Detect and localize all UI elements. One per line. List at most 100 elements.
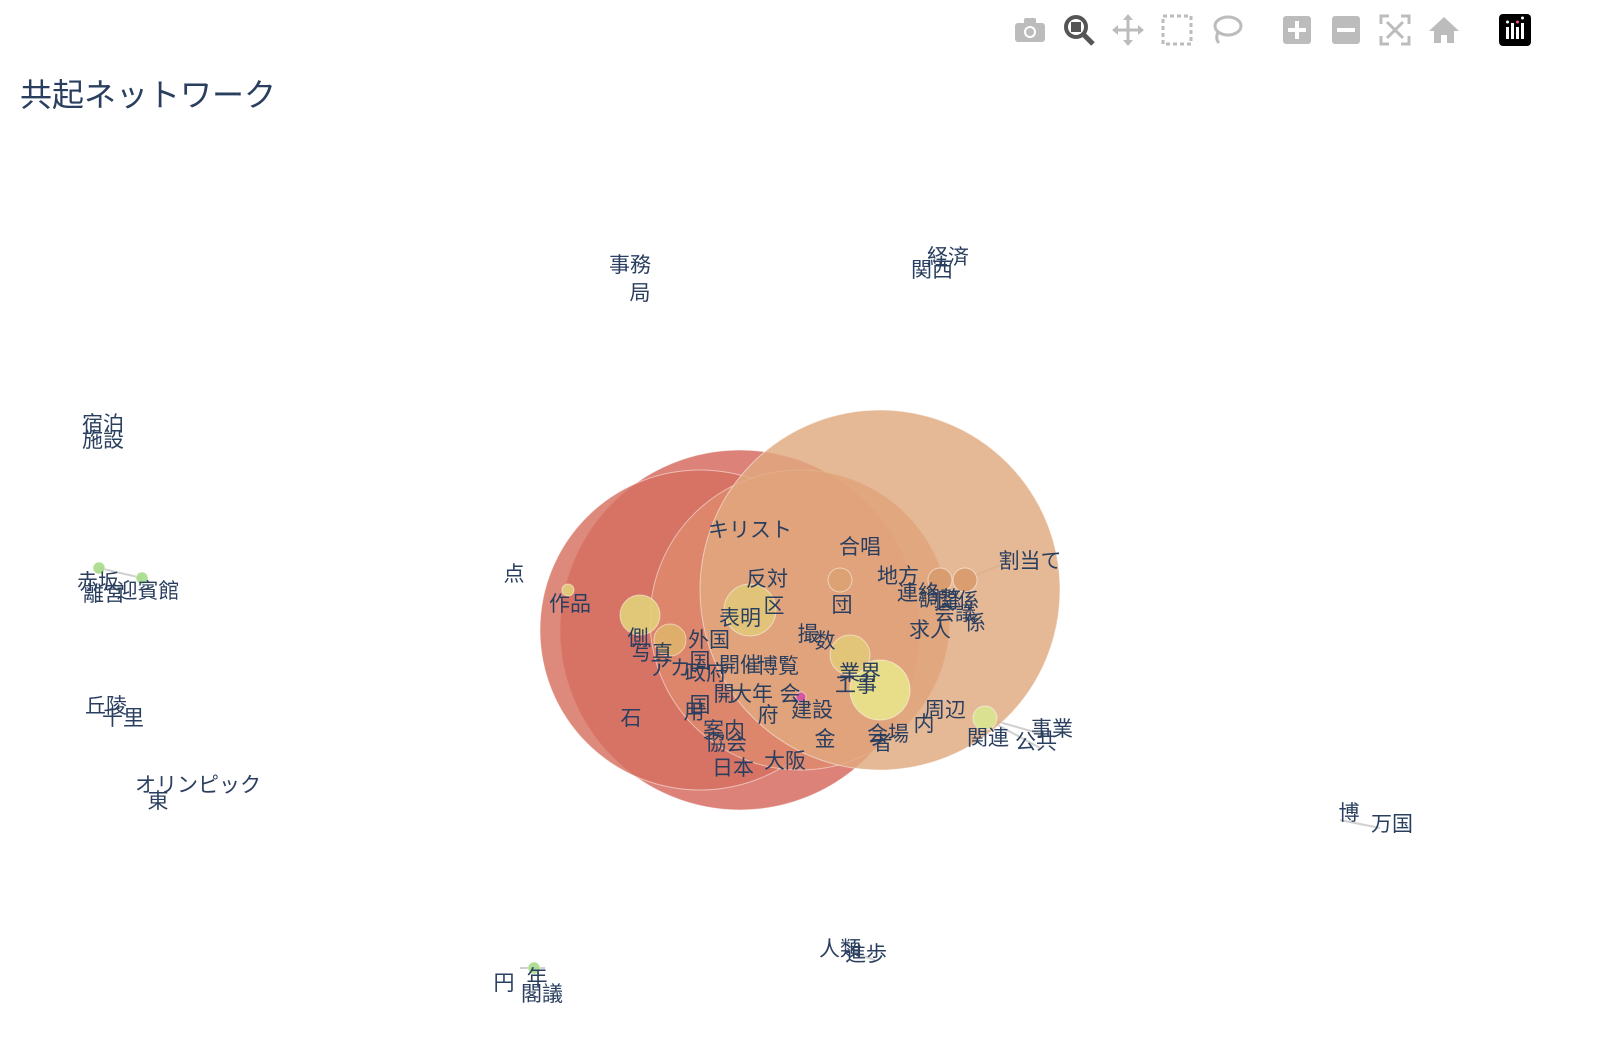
reset-axes-icon[interactable] [1424, 10, 1464, 50]
node-label-7: 迎賓館 [117, 579, 180, 603]
node-label-45: 内 [914, 712, 935, 736]
node-label-4: 宿泊 [82, 412, 124, 436]
node-label-50: 案内 [703, 718, 745, 742]
node-17[interactable] [795, 691, 807, 703]
node-label-55: 日本 [712, 756, 754, 780]
pan-icon[interactable] [1108, 10, 1148, 50]
node-label-23: 求人 [909, 618, 951, 642]
node-12[interactable] [972, 705, 998, 731]
zoom-in-icon[interactable] [1277, 10, 1317, 50]
node-label-38: 大年 [731, 682, 773, 706]
node-label-52: 金 [815, 727, 836, 751]
edge-8 [859, 954, 876, 961]
node-label-31: 国 [690, 649, 711, 673]
node-label-47: 事業 [1031, 717, 1073, 741]
node-label-57: 丘陵 [85, 694, 127, 718]
zoom-out-icon[interactable] [1326, 10, 1366, 50]
plotly-logo-icon[interactable] [1495, 10, 1535, 50]
node-label-42: 国 [690, 693, 711, 717]
node-label-48: 公共 [1015, 730, 1057, 754]
node-label-10: 作品 [549, 592, 591, 616]
node-label-29: 外国 [688, 628, 730, 652]
node-label-41: 石 [621, 706, 642, 730]
lasso-select-icon[interactable] [1206, 10, 1246, 50]
node-label-30: アカ [649, 656, 691, 680]
node-4[interactable] [723, 583, 777, 637]
node-label-54: 者 [872, 731, 893, 755]
node-label-17: 団 [832, 593, 853, 617]
node-label-2: 経済 [927, 245, 969, 269]
node-label-43: 府 [758, 703, 779, 727]
edge-3 [1339, 819, 1381, 829]
node-15[interactable] [135, 571, 149, 585]
node-label-9: 点 [504, 562, 525, 586]
node-label-14: 反対 [746, 567, 788, 591]
node-label-62: 万国 [1371, 812, 1413, 836]
node-label-56: 大阪 [764, 749, 806, 773]
node-6[interactable] [829, 634, 871, 676]
modebar [1010, 8, 1544, 52]
node-label-36: 工事 [835, 673, 877, 697]
node-label-3: 関西 [911, 258, 953, 282]
zoom-icon[interactable] [1059, 10, 1099, 50]
node-label-13: 割当て [999, 549, 1062, 573]
node-label-6: 赤坂 [77, 570, 119, 594]
node-8[interactable] [653, 623, 687, 657]
node-label-8: 離宮 [83, 582, 125, 606]
node-label-33: 開催 [719, 653, 761, 677]
node-label-5: 施設 [82, 428, 124, 452]
chart-title: 共起ネットワーク [20, 76, 277, 114]
autoscale-icon[interactable] [1375, 10, 1415, 50]
node-9[interactable] [827, 567, 853, 593]
node-label-16: 区 [764, 594, 785, 618]
node-label-66: 年 [527, 966, 548, 990]
node-label-51: 協会 [705, 731, 747, 755]
node-label-63: 人類 [819, 937, 861, 961]
node-label-61: 博 [1339, 801, 1360, 825]
node-label-20: 関係 [937, 589, 979, 613]
box-select-icon[interactable] [1157, 10, 1197, 50]
node-14[interactable] [92, 561, 106, 575]
node-7[interactable] [619, 594, 661, 636]
node-label-32: 政府 [685, 661, 727, 685]
node-13[interactable] [561, 583, 575, 597]
node-label-12: 合唱 [839, 535, 881, 559]
node-label-34: 博覧 [757, 654, 799, 678]
node-label-1: 局 [630, 281, 651, 305]
node-label-21: 表明 [719, 606, 761, 630]
node-layer [92, 409, 1061, 975]
camera-icon[interactable] [1010, 10, 1050, 50]
node-label-67: 閣議 [521, 982, 563, 1006]
node-3[interactable] [699, 409, 1061, 771]
node-label-35: 業界 [839, 661, 881, 685]
node-label-60: 東 [148, 789, 169, 813]
node-label-58: 千里 [102, 706, 144, 730]
node-label-37: 開 [714, 682, 735, 706]
node-label-44: 建設 [791, 698, 833, 722]
node-label-64: 進歩 [845, 942, 887, 966]
node-label-53: 会場 [867, 722, 909, 746]
node-label-49: 用 [684, 700, 705, 724]
node-label-15: 地方 [877, 564, 919, 588]
node-10[interactable] [927, 567, 953, 593]
node-label-22: 会議 [934, 601, 976, 625]
edge-1 [98, 567, 143, 579]
node-11[interactable] [952, 567, 978, 593]
node-label-11: キリスト [708, 518, 792, 542]
node-label-25: 側 [628, 626, 649, 650]
node-5[interactable] [849, 659, 911, 721]
node-16[interactable] [527, 961, 541, 975]
node-label-27: 数 [815, 629, 836, 653]
node-label-40: 周辺 [924, 698, 966, 722]
node-label-39: 会 [780, 682, 801, 706]
node-label-26: 撮 [798, 622, 819, 646]
node-label-18: 連絡 [897, 581, 939, 605]
node-label-46: 関連 [967, 726, 1009, 750]
node-label-59: オリンピック [135, 773, 261, 797]
node-label-65: 円 [494, 971, 515, 995]
node-label-24: 係 [965, 611, 986, 635]
node-label-19: 調整 [919, 587, 961, 611]
node-label-28: 写真 [631, 641, 673, 665]
